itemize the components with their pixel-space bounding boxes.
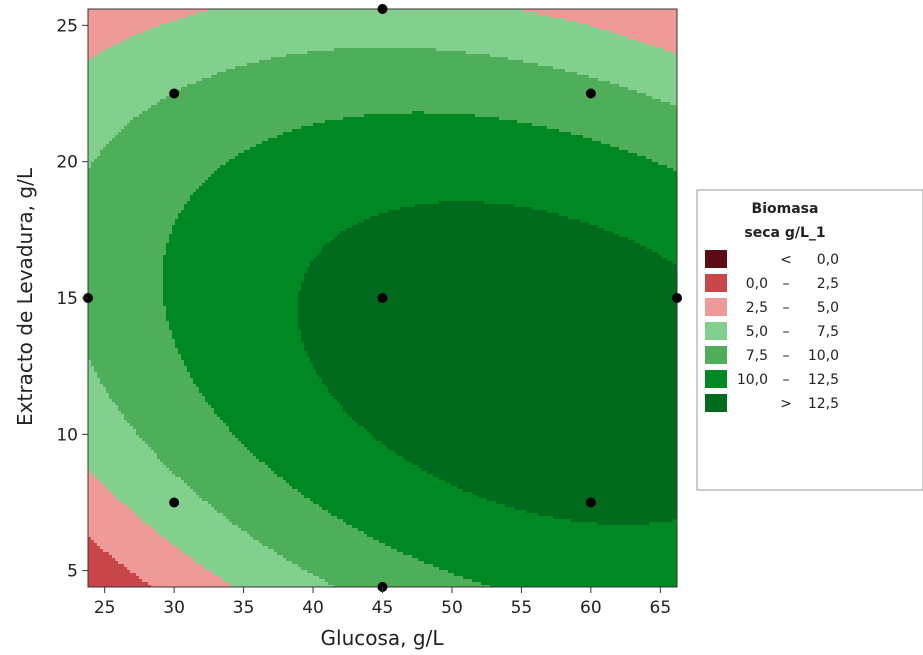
contour-plot: 25 30 35 40 45 50 55 60 65510152025 Glucosa, g/L… (0, 0, 923, 655)
